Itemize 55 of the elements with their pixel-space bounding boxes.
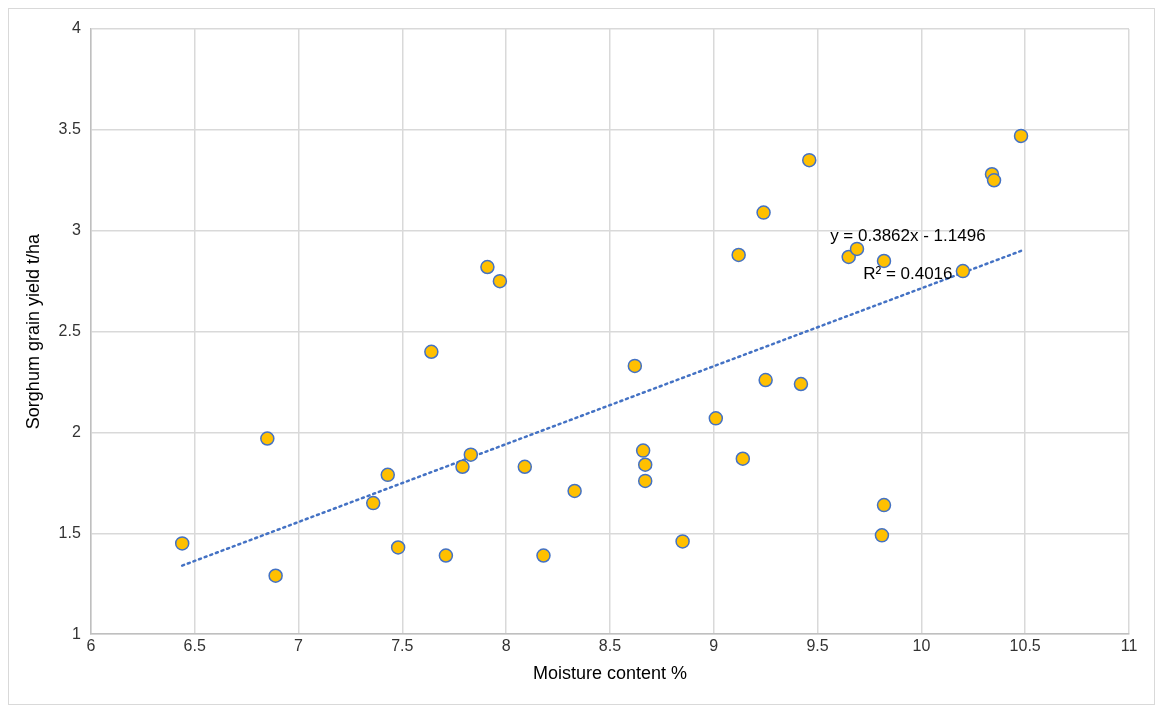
point (637, 473, 653, 489)
x-tick-label: 6 (86, 637, 96, 655)
x-tick-label: 9 (709, 637, 719, 655)
point (731, 247, 746, 263)
y-tick-label: 2 (71, 422, 81, 440)
y-tick-label: 4 (71, 19, 81, 37)
point (536, 548, 551, 563)
annotation: y = 0.3862x - 1.1496 (830, 225, 986, 245)
y-tick-label: 2.5 (58, 322, 81, 340)
point (637, 457, 653, 472)
point (735, 451, 751, 466)
point (874, 528, 890, 543)
point (955, 263, 971, 279)
point (492, 273, 508, 289)
point (756, 205, 771, 220)
y-axis-title: Sorghum grain yield t/ha (22, 233, 43, 430)
point (1013, 128, 1029, 144)
x-tick-label: 7 (294, 637, 304, 655)
point (849, 241, 865, 257)
point (802, 152, 817, 168)
point (793, 376, 809, 392)
point (390, 540, 406, 555)
point (675, 534, 690, 549)
point (517, 459, 533, 475)
x-tick-label: 10 (912, 637, 931, 655)
point (268, 568, 283, 583)
x-tick-label: 6.5 (183, 637, 206, 655)
x-tick-label: 9.5 (806, 637, 829, 655)
point (174, 536, 190, 551)
point (567, 483, 582, 499)
point (876, 497, 892, 513)
point (758, 372, 773, 388)
point (424, 344, 439, 360)
point (455, 459, 470, 475)
x-tick-label: 7.5 (391, 637, 414, 655)
point (986, 173, 1002, 188)
point (635, 443, 651, 458)
annotation: R² = 0.4016 (863, 263, 953, 283)
point (708, 411, 724, 426)
x-tick-label: 8.5 (598, 637, 622, 655)
point (480, 259, 495, 275)
y-tick-label: 3.5 (58, 120, 81, 138)
point (463, 447, 479, 462)
point (380, 467, 396, 483)
x-axis-title: Moisture content % (532, 663, 687, 684)
x-tick-label: 11 (1120, 637, 1138, 655)
point (627, 358, 643, 374)
point (365, 495, 381, 511)
y-tick-label: 1.5 (58, 523, 81, 541)
point (438, 548, 454, 563)
y-tick-label: 3 (71, 221, 81, 239)
point (260, 431, 275, 446)
x-tick-label: 8 (501, 637, 511, 655)
y-tick-label: 1 (71, 624, 81, 642)
x-tick-label: 10.5 (1009, 637, 1041, 655)
